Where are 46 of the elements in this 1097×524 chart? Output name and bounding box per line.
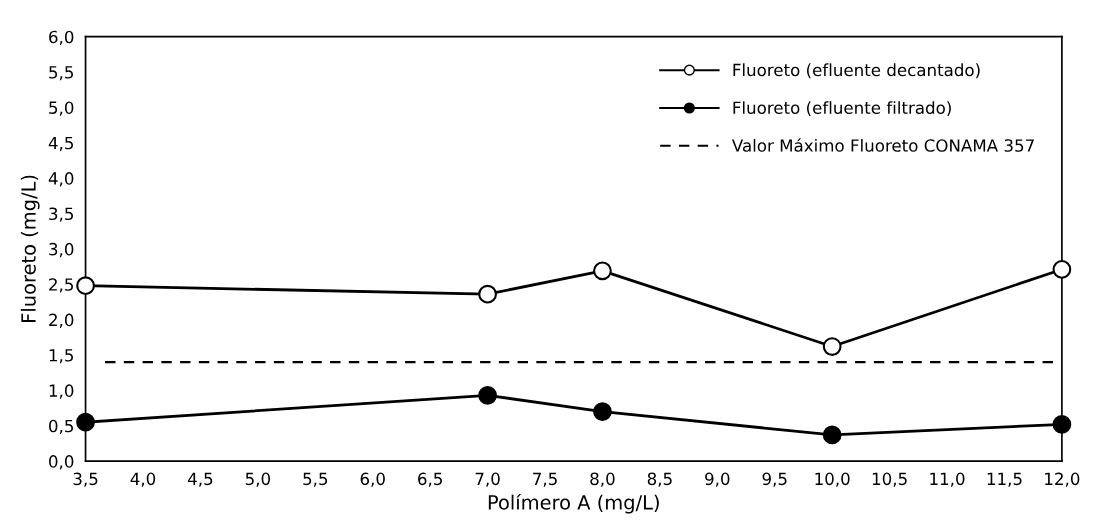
point [593,402,612,421]
x-tick-label: 7,0 [475,472,500,487]
y-tick-label: 0,5 [49,419,73,435]
legend-label: Fluoreto (efluente filtrado) [733,101,951,117]
point [478,385,497,405]
y-tick-label: 2,5 [49,278,73,293]
x-tick-label: 9,5 [762,472,787,487]
x-tick-label: 11,5 [987,472,1022,487]
x-tick-label: 8,5 [647,472,672,487]
x-tick-label: 5,5 [303,472,328,487]
x-tick-label: 10,0 [815,472,850,487]
x-tick-label: 10,5 [872,472,907,487]
y-tick-label: 2,0 [49,313,74,328]
x-tick-label: 6,0 [360,472,385,487]
point [76,412,95,432]
x-tick-label: 11,0 [930,472,965,487]
x-tick-label: 9,0 [705,472,730,487]
y-tick-label: 6,0 [49,30,74,45]
y-tick-label: 1,5 [49,349,73,364]
x-tick-label: 3,5 [73,472,98,487]
x-tick-label: 12,0 [1045,472,1080,487]
y-tick-label: 3,0 [49,242,74,258]
legend-label: Fluoreto (efluente decantado) [733,63,980,79]
y-tick-label: 4,0 [48,172,74,187]
point [822,425,842,445]
legend-label: Valor Máximo Fluoreto CONAMA 357 [731,138,1034,152]
y-tick-label: 4,5 [48,136,73,152]
point [1052,260,1072,279]
x-tick-label: 5,0 [245,472,271,487]
y-tick-label: 5,5 [49,66,73,81]
point [76,276,95,296]
point [822,337,842,356]
y-axis-title: Fluoreto (mg/L) [20,175,40,322]
x-tick-label: 6,5 [418,472,442,487]
y-tick-label: 1,0 [49,384,74,399]
x-axis-title: Polímero A (mg/L) [488,493,659,514]
y-tick-label: 3,5 [49,207,73,222]
x-tick-label: 4,5 [187,472,213,487]
y-tick-label: 5,0 [49,101,74,116]
point [478,284,497,304]
x-tick-label: 4,0 [130,472,156,487]
x-tick-label: 7,5 [533,472,557,487]
x-tick-label: 8,0 [590,472,615,487]
point [593,261,612,281]
y-tick-label: 0,0 [49,455,74,470]
point [1052,414,1072,434]
